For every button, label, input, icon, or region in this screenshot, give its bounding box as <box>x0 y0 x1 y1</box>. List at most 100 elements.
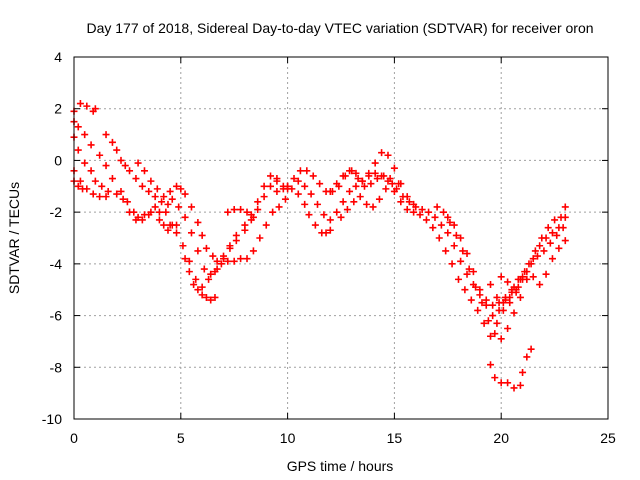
data-point <box>220 255 228 263</box>
data-point <box>484 317 492 325</box>
data-point <box>198 231 206 239</box>
data-point <box>363 200 371 208</box>
data-point <box>444 229 452 237</box>
data-point <box>529 255 537 263</box>
data-point <box>472 283 480 291</box>
data-point <box>459 247 467 255</box>
series-track-19 <box>433 203 569 343</box>
data-point <box>205 275 213 283</box>
data-point <box>510 384 518 392</box>
y-tick-label: 4 <box>54 49 62 65</box>
x-tick-label: 5 <box>177 430 185 446</box>
data-point <box>198 291 206 299</box>
data-point <box>168 195 176 203</box>
data-point <box>187 229 195 237</box>
data-point <box>561 237 569 245</box>
data-point <box>461 286 469 294</box>
grid <box>74 57 608 419</box>
data-point <box>126 208 134 216</box>
data-point <box>249 213 257 221</box>
data-point <box>81 159 89 167</box>
data-point <box>160 221 168 229</box>
data-point <box>395 180 403 188</box>
data-point <box>166 187 174 195</box>
data-point <box>405 198 413 206</box>
data-point <box>316 180 324 188</box>
data-point <box>333 208 341 216</box>
data-point <box>523 353 531 361</box>
series-track-18 <box>337 180 403 221</box>
data-point <box>497 379 505 387</box>
data-point <box>117 187 125 195</box>
data-point <box>181 190 189 198</box>
data-point <box>491 330 499 338</box>
data-point <box>102 193 110 201</box>
y-tick-label: -8 <box>50 359 63 375</box>
y-axis-label: SDTVAR / TECUs <box>6 182 22 294</box>
series-track-7 <box>134 159 172 208</box>
data-point <box>126 167 134 175</box>
data-point <box>117 156 125 164</box>
data-point <box>83 102 91 110</box>
data-point <box>166 221 174 229</box>
series-track-4 <box>70 167 110 201</box>
data-point <box>155 208 163 216</box>
data-point <box>322 229 330 237</box>
data-point <box>410 200 418 208</box>
data-point <box>230 257 238 265</box>
data-point <box>531 247 539 255</box>
data-point <box>296 167 304 175</box>
data-point <box>527 345 535 353</box>
data-point <box>418 206 426 214</box>
data-point <box>87 141 95 149</box>
data-point <box>187 203 195 211</box>
data-point <box>371 159 379 167</box>
data-point <box>536 242 544 250</box>
data-point <box>534 252 542 260</box>
data-point <box>382 185 390 193</box>
data-point <box>378 172 386 180</box>
data-point <box>397 198 405 206</box>
y-tick-label: 2 <box>54 101 62 117</box>
data-point <box>145 187 153 195</box>
data-point <box>465 265 473 273</box>
data-point <box>375 195 383 203</box>
data-point <box>403 206 411 214</box>
data-point <box>487 281 495 289</box>
data-point <box>74 146 82 154</box>
data-point <box>237 255 245 263</box>
data-point <box>241 226 249 234</box>
x-tick-label: 20 <box>493 430 509 446</box>
data-point <box>160 193 168 201</box>
data-point <box>444 213 452 221</box>
data-point <box>179 242 187 250</box>
data-point <box>529 273 537 281</box>
series-track-23 <box>487 345 535 392</box>
data-point <box>134 159 142 167</box>
data-point <box>198 283 206 291</box>
data-point <box>435 234 443 242</box>
data-point <box>326 187 334 195</box>
data-point <box>113 190 121 198</box>
chart-title: Day 177 of 2018, Sidereal Day-to-day VTE… <box>86 20 593 36</box>
data-point <box>538 234 546 242</box>
data-point <box>202 244 210 252</box>
data-point <box>350 198 358 206</box>
data-point <box>273 177 281 185</box>
data-point <box>273 187 281 195</box>
data-point <box>254 198 262 206</box>
data-point <box>450 221 458 229</box>
data-point <box>200 265 208 273</box>
y-tick-label: -2 <box>50 204 63 220</box>
data-point <box>162 208 170 216</box>
data-point <box>497 335 505 343</box>
data-point <box>74 123 82 131</box>
x-tick-label: 25 <box>600 430 616 446</box>
data-point <box>301 200 309 208</box>
data-point <box>339 172 347 180</box>
data-point <box>119 195 127 203</box>
data-point <box>510 283 518 291</box>
data-point <box>516 275 524 283</box>
data-point <box>254 206 262 214</box>
data-point <box>224 257 232 265</box>
